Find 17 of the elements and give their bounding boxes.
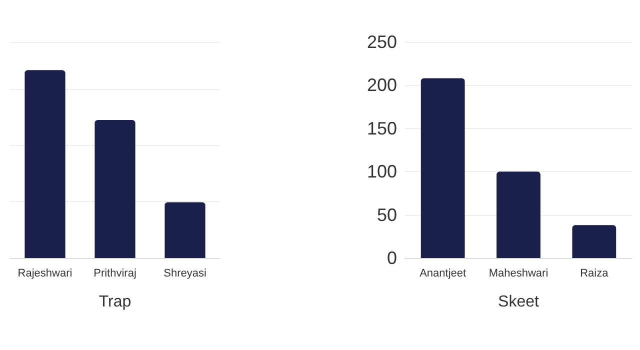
bar — [496, 172, 540, 258]
bar — [572, 225, 616, 258]
x-tick-label: Anantjeet — [420, 268, 466, 280]
y-tick-label: 250 — [366, 32, 397, 52]
bar — [420, 78, 465, 258]
x-tick-label: Maheshwari — [488, 268, 548, 280]
x-axis-title: Skeet — [498, 294, 540, 310]
y-tick-label: 100 — [366, 162, 397, 182]
y-tick-label: 200 — [366, 75, 397, 96]
x-tick-label: Shreyasi — [164, 268, 206, 280]
y-tick-label: 0 — [386, 248, 397, 268]
x-tick-label: Rajeshwari — [18, 268, 72, 280]
x-tick-label: Raiza — [580, 268, 610, 280]
y-tick-label: 150 — [366, 118, 397, 138]
x-axis-title: Trap — [98, 294, 132, 310]
x-tick-label: Prithviraj — [94, 268, 136, 280]
y-tick-label: 50 — [376, 204, 397, 225]
